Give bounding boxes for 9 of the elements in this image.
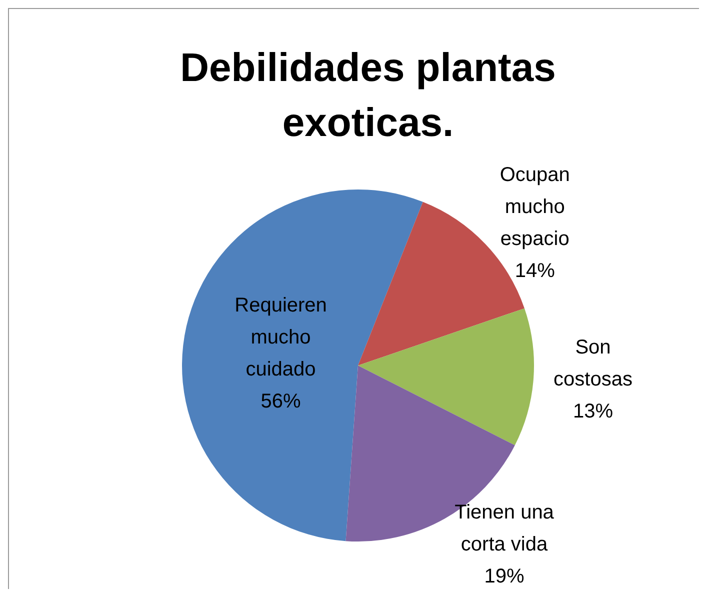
data-label: 56% [260, 390, 302, 412]
data-label: 14% [514, 260, 556, 282]
data-label: 13% [572, 400, 614, 422]
slice-label: Son costosas [554, 336, 632, 390]
slice-label: Requieren mucho cuidado [234, 294, 327, 380]
slice-label: Tienen una corta vida [454, 501, 555, 556]
slice-label: Ocupan mucho espacio [500, 164, 570, 250]
chart-title: Debilidades plantas exoticas. [180, 46, 556, 146]
data-label: 19% [484, 565, 524, 588]
